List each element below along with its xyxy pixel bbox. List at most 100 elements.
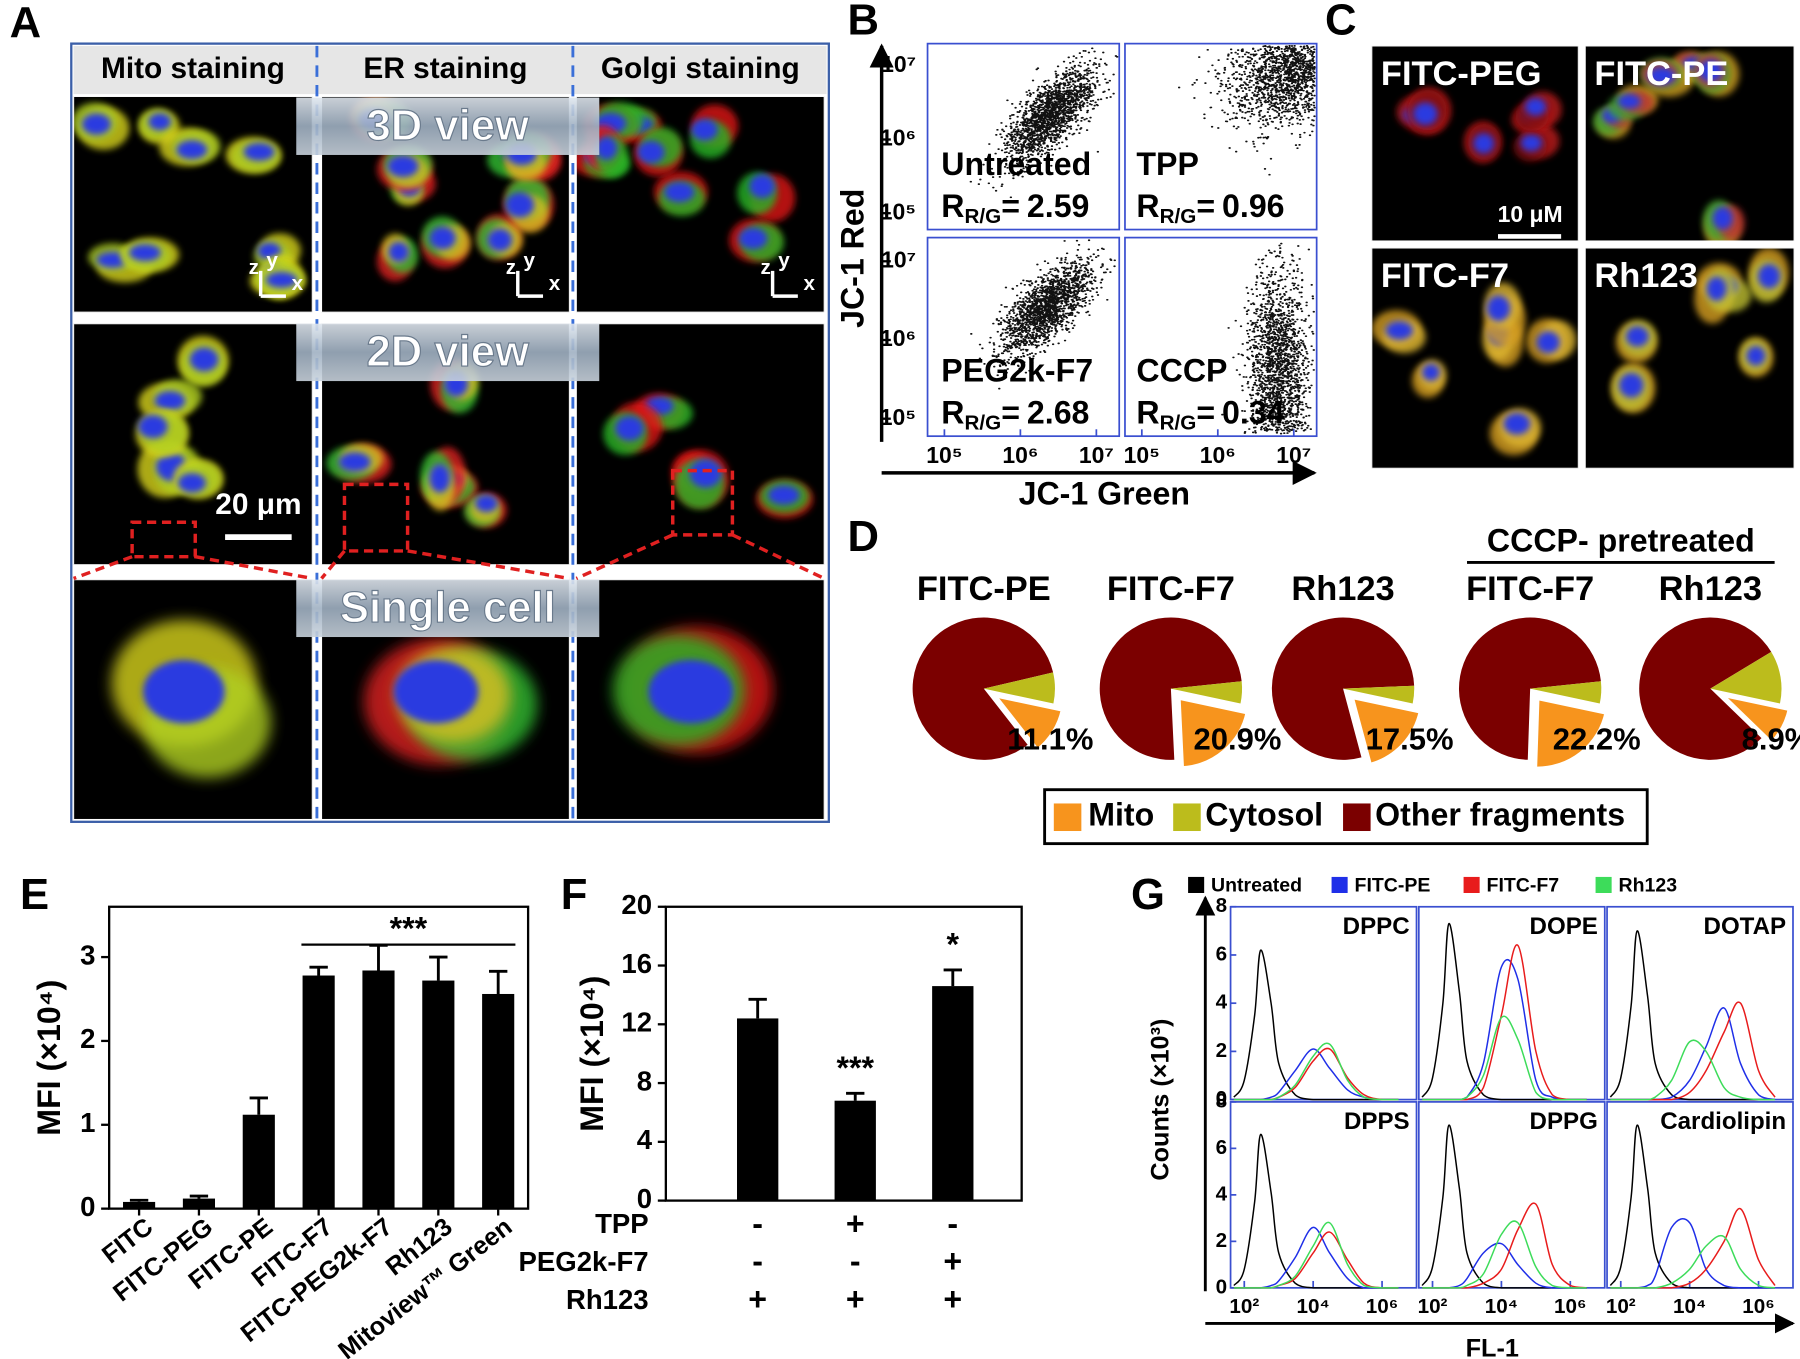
ratio-symbol: R: [941, 395, 964, 431]
x-tick-label: 10⁴: [1297, 1295, 1330, 1318]
view-band: [296, 579, 600, 638]
pie-slice: [1271, 617, 1415, 760]
view-label: 2D view: [367, 328, 529, 376]
zoom-box: [342, 482, 410, 553]
pie-slice: [1175, 694, 1251, 771]
micrograph: [73, 579, 313, 820]
nucleus: [189, 347, 219, 372]
plot-frame: [1229, 905, 1418, 1101]
legend-label: Cytosol: [1205, 797, 1323, 833]
axis-title: MFI (×10⁴): [31, 980, 67, 1136]
nucleus: [96, 252, 129, 268]
subplot-title: DPPS: [1344, 1108, 1410, 1135]
legend-label: Other fragments: [1375, 797, 1625, 833]
axis-glyph: [770, 270, 798, 298]
ratio-subscript: R/G: [1160, 412, 1197, 435]
significance: ***: [390, 910, 428, 946]
plot-frame: [1606, 905, 1794, 1101]
nucleus: [1473, 133, 1495, 154]
y-tick-label: 8: [1216, 1089, 1228, 1112]
event-cloud: [970, 239, 1116, 390]
pie-title: FITC-F7: [1107, 570, 1235, 608]
ratio-value: 2.68: [1027, 395, 1090, 431]
y-tick-label: 8: [1216, 894, 1228, 917]
x-tick-label: 10⁴: [1485, 1295, 1518, 1318]
axis-title: FL-1: [1466, 1334, 1519, 1359]
nucleus: [1617, 93, 1641, 109]
zoom-line: [72, 554, 313, 581]
micrograph: [1371, 45, 1579, 242]
nucleus: [1699, 59, 1723, 83]
column-header: Mito staining: [101, 52, 285, 85]
nucleus: [1536, 331, 1560, 354]
view-band: [296, 323, 600, 382]
error-bar: [129, 1198, 149, 1202]
bar: [302, 975, 335, 1209]
scale-bar-label: 10 μM: [1498, 201, 1563, 227]
subplot-title: Cardiolipin: [1660, 1108, 1786, 1135]
nucleus: [1619, 372, 1644, 398]
x-tick-label: 10⁵: [1124, 442, 1160, 468]
x-tick-label: 10²: [1606, 1295, 1636, 1318]
zoom-box: [130, 520, 197, 559]
error-bar: [489, 969, 508, 994]
legend-swatch: [1343, 803, 1371, 832]
panel-label: B: [848, 0, 880, 44]
bar: [242, 1114, 275, 1209]
subplot-title: DPPG: [1530, 1108, 1598, 1135]
y-tick-label: 16: [621, 948, 652, 979]
nucleus: [1757, 263, 1781, 289]
bar: [834, 1100, 876, 1201]
nucleus: [505, 192, 535, 218]
view-label: Single cell: [340, 584, 556, 632]
axis-letter: x: [292, 272, 304, 295]
pie-slice: [1713, 690, 1793, 747]
plot-frame: [1606, 1101, 1794, 1289]
panel-label: E: [20, 871, 49, 919]
zoom-box: [671, 468, 735, 537]
value-label: 11.1%: [1007, 722, 1093, 757]
axis-letter: x: [549, 272, 561, 295]
axis-glyph: [516, 270, 544, 298]
y-tick-label: 0: [1216, 1275, 1228, 1298]
y-tick-label: 8: [637, 1065, 652, 1096]
x-tick-label: 10²: [1229, 1295, 1259, 1318]
panel-label: C: [1325, 0, 1357, 44]
subplot-title: DOTAP: [1704, 913, 1787, 940]
nucleus: [1486, 295, 1511, 322]
y-tick-label: 10⁶: [880, 125, 916, 151]
axis-letter: z: [506, 256, 516, 279]
pie-slice: [1099, 617, 1242, 760]
condition-sign: -: [752, 1243, 763, 1279]
ratio-subscript: R/G: [965, 206, 1002, 229]
plot-frame: [1229, 1101, 1418, 1289]
nucleus: [738, 227, 768, 250]
nucleus: [1712, 206, 1733, 230]
micrograph: [1585, 45, 1795, 242]
ratio-value: 0.96: [1222, 188, 1285, 224]
nucleus: [128, 244, 161, 262]
ratio-symbol: R: [941, 188, 964, 224]
column-header: ER staining: [363, 52, 527, 85]
ratio-subscript: R/G: [1160, 206, 1197, 229]
pie-slice: [1348, 693, 1424, 769]
x-tick-label: 10⁶: [1366, 1295, 1399, 1318]
pie-slice: [1710, 651, 1782, 704]
axis-title: JC-1 Green: [1019, 475, 1190, 511]
pie-slice: [1532, 694, 1610, 772]
x-tick-label: 10⁶: [1200, 442, 1236, 468]
image-label: Rh123: [1594, 257, 1697, 295]
y-tick-label: 20: [621, 889, 652, 920]
nucleus: [767, 485, 800, 505]
panel-label: D: [848, 513, 880, 561]
pie-slice: [1170, 681, 1243, 704]
nucleus: [338, 452, 371, 472]
event-cloud: [969, 47, 1119, 199]
histogram-line: [1610, 1039, 1775, 1101]
error-bar: [369, 943, 388, 971]
panel-label: F: [561, 871, 588, 919]
legend-label: Rh123: [1619, 874, 1678, 896]
histogram-line: [1233, 949, 1399, 1101]
nucleus: [1520, 134, 1543, 152]
